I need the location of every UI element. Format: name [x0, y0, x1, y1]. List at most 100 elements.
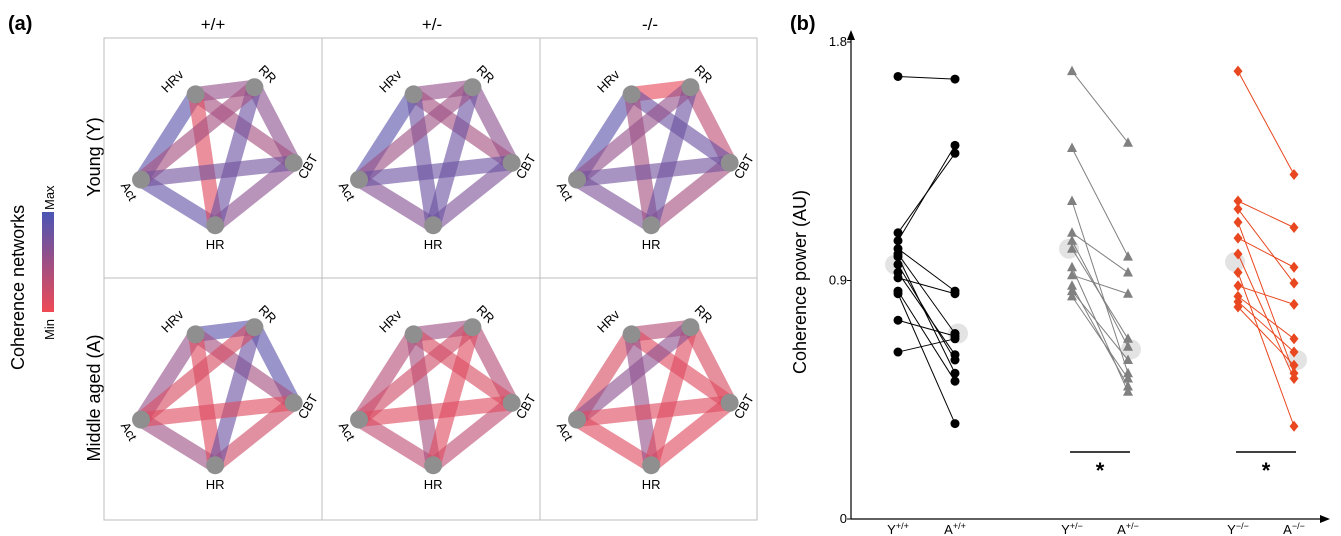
edge-cbt-act	[358, 155, 513, 188]
row-header-young: Young (Y)	[84, 117, 104, 196]
edge-rr-hr	[207, 325, 262, 468]
point-aged	[950, 74, 960, 84]
point-young	[1067, 290, 1077, 301]
point-aged	[1123, 267, 1133, 277]
node-label-hrv: HRv	[158, 67, 187, 96]
point-young	[893, 260, 903, 270]
group-+/+: Y+/+ A+/+	[885, 71, 968, 536]
point-young	[1233, 65, 1243, 77]
point-young	[1233, 280, 1243, 292]
point-aged	[1289, 346, 1299, 358]
edge-rr-hr	[425, 85, 480, 228]
point-aged	[1289, 373, 1299, 385]
point-aged	[950, 368, 960, 378]
point-young	[1067, 195, 1077, 205]
node-label-hr: HR	[206, 237, 225, 252]
pair-line	[897, 256, 956, 374]
point-aged	[1123, 333, 1133, 343]
legend-min-label: Min	[42, 319, 57, 340]
column-header-het: +/-	[422, 15, 442, 34]
x-tick-label: A+/−	[1117, 521, 1139, 536]
edge-cbt-hr	[428, 156, 517, 232]
point-aged	[1123, 381, 1133, 391]
edge-cbt-hr	[210, 396, 299, 472]
pair-line	[897, 319, 956, 337]
group--/-: * Y−/− A−/−	[1225, 65, 1307, 536]
point-aged	[1289, 277, 1299, 289]
point-aged	[950, 376, 960, 386]
point-young	[1067, 280, 1077, 290]
point-aged	[1289, 261, 1299, 273]
point-young	[1233, 195, 1243, 207]
edge-rr-act	[136, 81, 260, 186]
edge-hrv-hr	[406, 93, 441, 227]
x-tick-label: Y−/−	[1227, 521, 1249, 536]
node-act	[568, 170, 587, 189]
edge-hr-act	[137, 173, 220, 232]
network-grid-frame	[103, 37, 758, 521]
point-young	[1233, 248, 1243, 260]
edge-hrv-hr	[188, 93, 223, 227]
y-tick-label: 1.8	[829, 34, 847, 49]
point-young	[1067, 142, 1077, 152]
edge-rr-hr	[643, 325, 698, 468]
point-young	[1067, 261, 1077, 272]
node-cbt	[284, 393, 303, 412]
legend-title: Coherence networks	[8, 205, 28, 370]
edge-hrv-hr	[406, 333, 441, 467]
node-hr	[642, 456, 661, 475]
node-hr	[206, 216, 225, 235]
significance-star: *	[1262, 458, 1271, 483]
x-tick-label: A+/+	[944, 521, 966, 536]
edge-cbt-hr	[646, 396, 735, 472]
point-young	[893, 228, 903, 238]
edge-cbt-act	[140, 155, 295, 188]
edge-hr-act	[355, 173, 438, 232]
x-tick-label: Y+/+	[887, 521, 909, 536]
pair-line	[1237, 237, 1295, 268]
edge-rr-hr	[207, 85, 262, 228]
pair-line	[1071, 70, 1129, 144]
edge-rr-act	[572, 321, 696, 426]
legend-max-label: Max	[42, 185, 57, 210]
node-cbt	[284, 153, 303, 172]
edge-cbt-hr	[210, 156, 299, 232]
node-rr	[245, 318, 264, 337]
x-tick-label: Y+/−	[1061, 521, 1083, 536]
edge-rr-act	[354, 81, 478, 186]
node-label-hrv: HRv	[158, 307, 187, 336]
pair-line	[897, 290, 956, 382]
node-act	[132, 410, 151, 429]
node-hr	[424, 216, 443, 235]
pair-line	[1071, 296, 1129, 379]
point-young	[1067, 243, 1077, 253]
edge-hr-act	[137, 413, 220, 472]
pair-line	[897, 277, 956, 295]
node-act	[132, 170, 151, 189]
pair-line	[1071, 267, 1129, 393]
pair-line	[1237, 285, 1295, 305]
edge-cbt-act	[576, 395, 731, 428]
pair-line	[1071, 147, 1129, 257]
edge-rr-act	[354, 321, 478, 426]
point-young	[893, 347, 903, 357]
node-hr	[424, 456, 443, 475]
pair-line	[1237, 200, 1295, 228]
pair-line	[1237, 253, 1295, 379]
edge-cbt-act	[576, 155, 731, 188]
pair-line	[1237, 208, 1295, 284]
point-aged	[950, 289, 960, 299]
edge-cbt-act	[140, 395, 295, 428]
point-young	[1067, 65, 1077, 76]
point-young	[893, 236, 903, 246]
point-aged	[1123, 386, 1133, 396]
node-hrv	[622, 325, 641, 344]
node-hrv	[186, 85, 205, 104]
node-label-hr: HR	[424, 477, 443, 492]
node-act	[568, 410, 587, 429]
